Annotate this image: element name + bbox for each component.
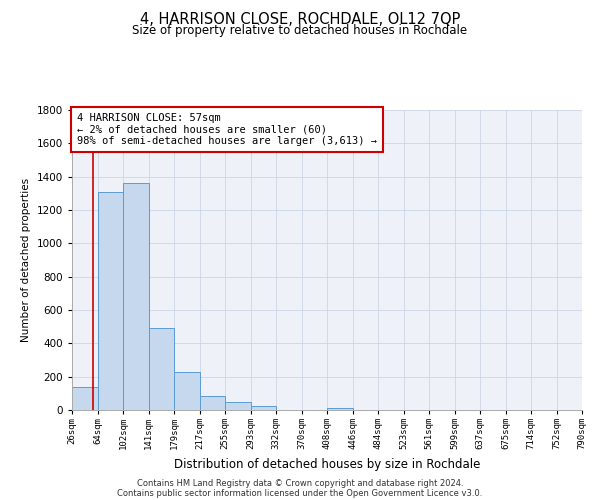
Bar [149, 328, 174, 410]
Text: 4, HARRISON CLOSE, ROCHDALE, OL12 7QP: 4, HARRISON CLOSE, ROCHDALE, OL12 7QP [140, 12, 460, 28]
Text: Contains HM Land Registry data © Crown copyright and database right 2024.: Contains HM Land Registry data © Crown c… [137, 478, 463, 488]
Y-axis label: Number of detached properties: Number of detached properties [21, 178, 31, 342]
Bar [97, 192, 123, 410]
Text: Size of property relative to detached houses in Rochdale: Size of property relative to detached ho… [133, 24, 467, 37]
Bar [123, 184, 149, 410]
Bar [225, 402, 251, 410]
Bar [251, 406, 276, 410]
Bar [199, 396, 225, 410]
Bar [174, 372, 199, 410]
X-axis label: Distribution of detached houses by size in Rochdale: Distribution of detached houses by size … [174, 458, 480, 470]
Bar [327, 408, 353, 410]
Text: 4 HARRISON CLOSE: 57sqm
← 2% of detached houses are smaller (60)
98% of semi-det: 4 HARRISON CLOSE: 57sqm ← 2% of detached… [77, 113, 377, 146]
Bar [72, 386, 97, 410]
Text: Contains public sector information licensed under the Open Government Licence v3: Contains public sector information licen… [118, 488, 482, 498]
